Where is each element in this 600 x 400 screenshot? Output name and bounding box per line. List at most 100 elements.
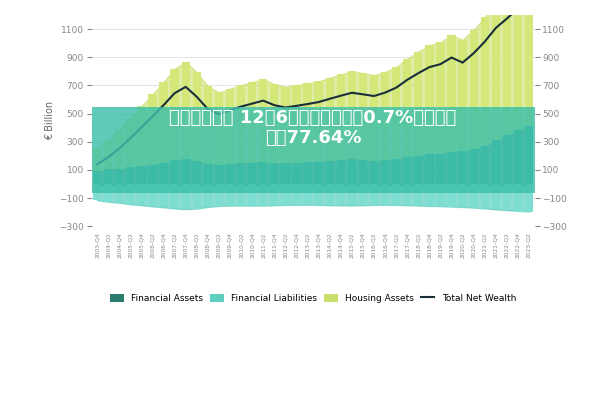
Bar [182,159,190,184]
Bar [259,184,268,206]
Total Net Wealth [260,98,267,103]
Bar [281,87,290,163]
Bar [126,118,134,168]
Bar [326,78,334,161]
Total Net Wealth [492,26,499,30]
Bar [458,184,467,207]
Total Net Wealth [503,16,511,21]
Total Net Wealth [171,91,178,96]
Bar [115,168,124,184]
Bar [182,184,190,209]
Bar [126,168,134,184]
Total Net Wealth [514,6,521,11]
Total Net Wealth [481,39,488,44]
Total Net Wealth [160,103,167,108]
Bar [270,184,278,205]
Total Net Wealth [337,93,344,98]
Bar [347,71,356,159]
Bar [414,52,422,156]
Total Net Wealth [238,104,245,109]
Bar [160,163,168,184]
Bar [248,163,256,184]
Total Net Wealth [448,55,455,60]
Bar [281,184,290,205]
Bar [436,154,445,184]
Bar [314,184,323,205]
Total Net Wealth [470,51,477,56]
Total Net Wealth [392,85,400,90]
Bar [104,184,112,202]
Bar [226,89,234,164]
Bar [259,79,268,162]
Bar [481,146,489,184]
Bar [347,159,356,184]
Bar [525,126,533,184]
Bar [270,163,278,184]
Bar [314,162,323,184]
Bar [137,184,146,205]
Total Net Wealth [94,162,101,167]
Bar [237,85,245,163]
Bar [204,184,212,207]
Total Net Wealth [415,71,422,76]
Total Net Wealth [359,92,367,97]
Bar [503,136,511,184]
Bar [370,75,378,161]
Total Net Wealth [182,84,190,89]
Bar [425,154,434,184]
Bar [126,184,134,204]
Bar [381,184,389,205]
Total Net Wealth [348,90,355,95]
Bar [370,161,378,184]
Total Net Wealth [282,105,289,110]
Bar [514,0,522,130]
Bar [226,184,234,206]
Bar [270,84,278,163]
Bar [514,184,522,211]
Bar [93,148,101,171]
Bar [347,184,356,206]
Bar [381,72,389,160]
Total Net Wealth [104,155,112,160]
Bar [337,184,345,205]
Bar [292,184,301,205]
Bar [503,184,511,210]
Bar [448,184,455,206]
Bar [392,67,400,159]
Bar [514,130,522,184]
Bar [458,40,467,151]
Total Net Wealth [271,103,278,108]
Bar [160,184,168,207]
Bar [326,161,334,184]
Bar [160,82,168,163]
Bar [525,184,533,212]
Total Net Wealth [382,90,389,95]
Bar [448,152,455,184]
Bar [170,160,179,184]
Bar [226,164,234,184]
Total Net Wealth [315,100,322,104]
Total Net Wealth [426,65,433,70]
Total Net Wealth [293,104,300,108]
Bar [381,160,389,184]
Bar [193,72,201,161]
Bar [481,184,489,208]
Bar [304,83,311,162]
Total Net Wealth [304,102,311,106]
Bar [403,59,412,157]
Bar [436,42,445,154]
Bar [414,156,422,184]
Bar [237,163,245,184]
Bar [337,74,345,160]
Bar [193,184,201,208]
Legend: Financial Assets, Financial Liabilities, Housing Assets, Total Net Wealth: Financial Assets, Financial Liabilities,… [106,290,520,306]
Bar [337,160,345,184]
Bar [470,184,478,208]
Bar [182,62,190,159]
Total Net Wealth [526,1,533,6]
Total Net Wealth [326,96,333,101]
Bar [292,85,301,163]
Total Net Wealth [204,107,211,112]
Bar [170,69,179,160]
Bar [148,94,157,165]
